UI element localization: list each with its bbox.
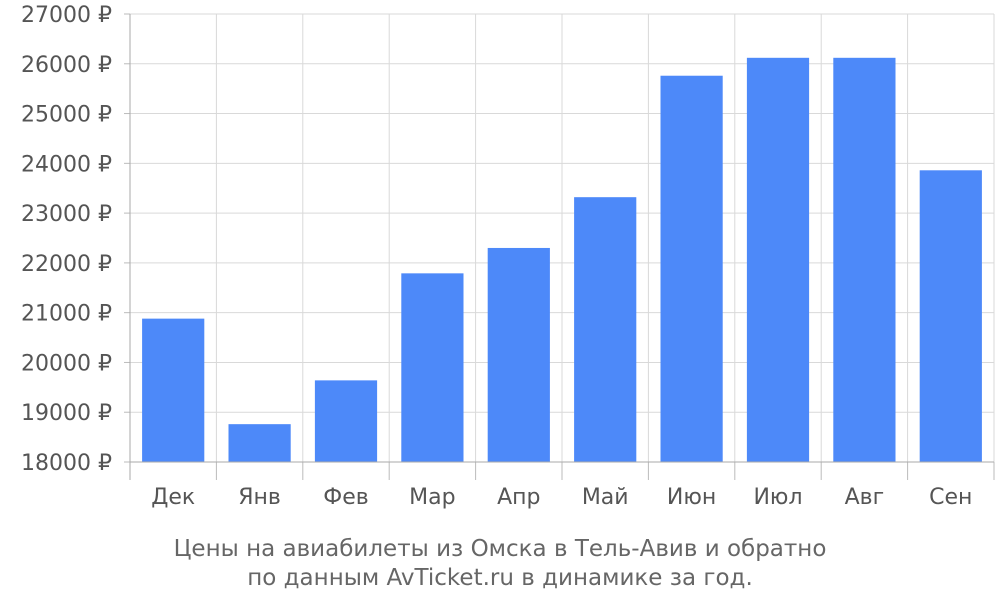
x-tick-label: Апр [497, 485, 540, 510]
y-tick-label: 21000 ₽ [21, 302, 112, 327]
bar [574, 197, 637, 462]
chart-caption-line-1: Цены на авиабилеты из Омска в Тель-Авив … [174, 536, 827, 562]
y-tick-label: 25000 ₽ [21, 103, 112, 128]
x-tick-label: Мар [409, 485, 455, 510]
bar [401, 273, 464, 462]
axes [124, 13, 995, 480]
bar [833, 57, 896, 462]
bar [487, 247, 550, 462]
x-tick-label: Янв [238, 485, 281, 510]
x-tick-label: Фев [323, 485, 368, 510]
y-tick-label: 20000 ₽ [21, 351, 112, 376]
bar [660, 75, 723, 463]
x-axis-tick-labels: Дек Янв Фев Мар Апр Май Июн Июл Авг Сен [151, 485, 972, 510]
bar [746, 57, 810, 462]
y-tick-label: 24000 ₽ [21, 152, 112, 177]
bar [314, 380, 378, 462]
x-tick-label: Сен [929, 485, 972, 510]
x-tick-label: Июн [667, 485, 716, 510]
bar [228, 424, 291, 462]
y-tick-label: 23000 ₽ [21, 202, 112, 227]
y-tick-label: 19000 ₽ [21, 401, 112, 426]
bar [142, 318, 205, 462]
y-axis-tick-labels: 18000 ₽ 19000 ₽ 20000 ₽ 21000 ₽ 22000 ₽ 23000… [21, 3, 112, 476]
y-tick-label: 18000 ₽ [21, 451, 112, 476]
x-tick-label: Июл [753, 485, 802, 510]
x-tick-label: Дек [151, 485, 195, 510]
y-tick-label: 22000 ₽ [21, 252, 112, 277]
y-tick-label: 27000 ₽ [21, 3, 112, 28]
bars [142, 57, 982, 463]
chart-caption-line-2: по данным AvTicket.ru в динамике за год. [247, 565, 753, 591]
y-tick-label: 26000 ₽ [21, 53, 112, 78]
x-tick-label: Май [582, 485, 629, 510]
x-tick-label: Авг [845, 485, 885, 510]
bar [919, 170, 982, 462]
